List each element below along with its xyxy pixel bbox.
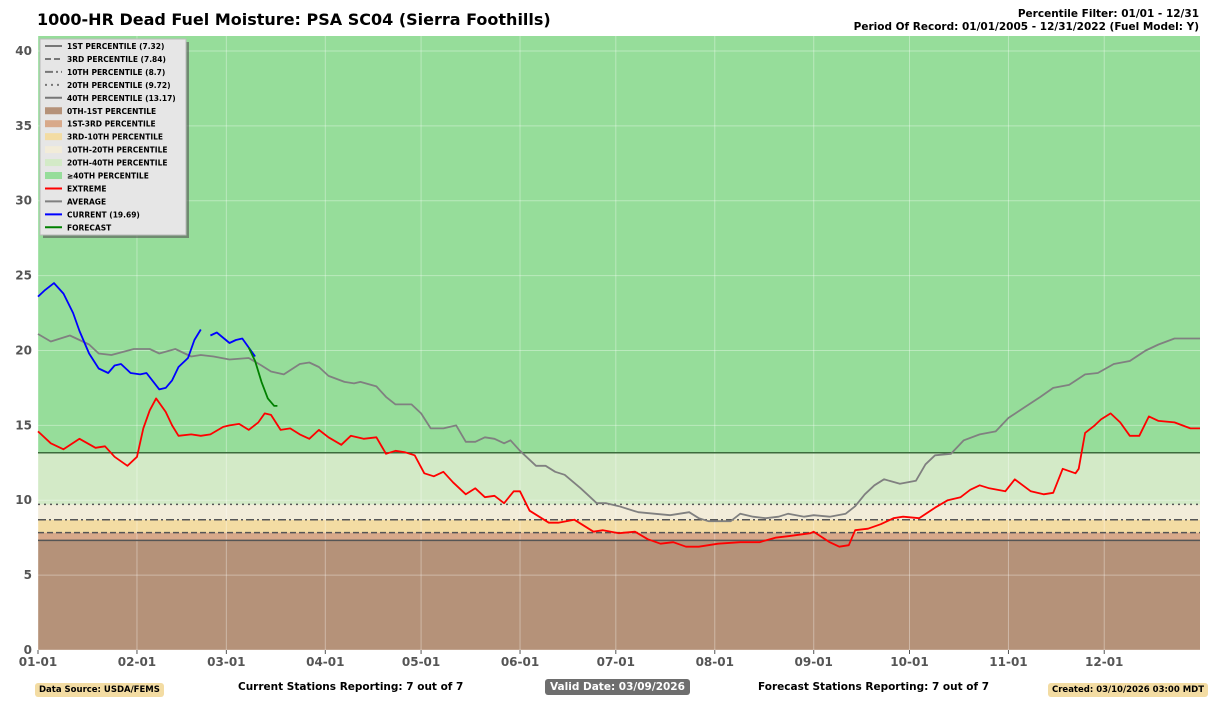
legend-label: 1ST PERCENTILE (7.32) — [67, 42, 164, 51]
percentile-filter: Percentile Filter: 01/01 - 12/31 — [1017, 8, 1199, 20]
y-tick-label: 15 — [15, 418, 32, 432]
band-1st-3rd-percentile — [38, 532, 1200, 541]
series-average-line — [37, 333, 1200, 523]
x-tick-label: 05-01 — [402, 655, 440, 669]
y-tick-label: 10 — [15, 493, 32, 507]
y-tick-label: 20 — [15, 343, 32, 357]
legend-swatch — [45, 120, 62, 128]
legend-label: FORECAST — [67, 223, 112, 232]
x-tick-label: 12-01 — [1085, 655, 1123, 669]
legend-label: 10TH PERCENTILE (8.7) — [67, 68, 165, 77]
band--40th-percentile — [38, 36, 1200, 453]
x-tick-label: 03-01 — [207, 655, 245, 669]
legend-label: EXTREME — [67, 184, 107, 193]
y-tick-label: 35 — [15, 119, 32, 133]
series-forecast-line — [247, 347, 278, 407]
forecast-stations-text: Forecast Stations Reporting: 7 out of 7 — [758, 681, 990, 693]
x-tick-label: 10-01 — [890, 655, 928, 669]
legend-box — [39, 38, 187, 236]
y-tick-label: 40 — [15, 44, 32, 58]
legend-swatch — [45, 146, 62, 154]
x-tick-label: 06-01 — [501, 655, 539, 669]
legend-swatch — [45, 133, 62, 141]
band-3rd-10th-percentile — [38, 519, 1200, 533]
legend: 1ST PERCENTILE (7.32) 3RD PERCENTILE (7.8… — [39, 38, 189, 238]
current-stations-text: Current Stations Reporting: 7 out of 7 — [238, 681, 464, 693]
created-badge: Created: 03/10/2026 03:00 MDT — [1048, 683, 1209, 697]
data-source-badge: Data Source: USDA/FEMS — [35, 683, 164, 697]
y-tick-label: 0 — [24, 643, 32, 657]
x-tick-label: 02-01 — [118, 655, 156, 669]
legend-label: 3RD-10TH PERCENTILE — [67, 133, 163, 142]
legend-label: 10TH-20TH PERCENTILE — [67, 146, 168, 155]
y-tick-label: 25 — [15, 269, 32, 283]
legend-swatch — [45, 159, 62, 167]
x-tick-label: 01-01 — [19, 655, 57, 669]
legend-label: 20TH-40TH PERCENTILE — [67, 159, 168, 168]
legend-label: AVERAGE — [67, 197, 106, 206]
band-20th-40th-percentile — [38, 452, 1200, 505]
legend-label: 1ST-3RD PERCENTILE — [67, 120, 156, 129]
chart-title: 1000-HR Dead Fuel Moisture: PSA SC04 (Si… — [37, 10, 551, 29]
valid-date-badge: Valid Date: 03/09/2026 — [545, 679, 690, 695]
legend-label: 0TH-1ST PERCENTILE — [67, 107, 156, 116]
legend-label: 40TH PERCENTILE (13.17) — [67, 94, 176, 103]
x-tick-label: 04-01 — [306, 655, 344, 669]
period-of-record: Period Of Record: 01/01/2005 - 12/31/202… — [853, 21, 1199, 33]
band-0th-1st-percentile — [38, 540, 1200, 650]
legend-swatch — [45, 172, 62, 179]
x-tick-label: 07-01 — [597, 655, 635, 669]
x-tick-label: 09-01 — [795, 655, 833, 669]
y-tick-label: 30 — [15, 194, 32, 208]
chart-meta: Percentile Filter: 01/01 - 12/31 Period … — [854, 8, 1199, 34]
legend-label: ≥40TH PERCENTILE — [67, 172, 149, 181]
series-extreme-line — [37, 397, 1200, 548]
legend-label: 20TH PERCENTILE (9.72) — [67, 81, 171, 90]
x-tick-label: 11-01 — [989, 655, 1027, 669]
legend-swatch — [45, 107, 62, 115]
legend-label: CURRENT (19.69) — [67, 210, 140, 219]
y-tick-label: 5 — [24, 568, 32, 582]
x-tick-label: 08-01 — [696, 655, 734, 669]
legend-label: 3RD PERCENTILE (7.84) — [67, 55, 166, 64]
band-10th-20th-percentile — [38, 504, 1200, 520]
